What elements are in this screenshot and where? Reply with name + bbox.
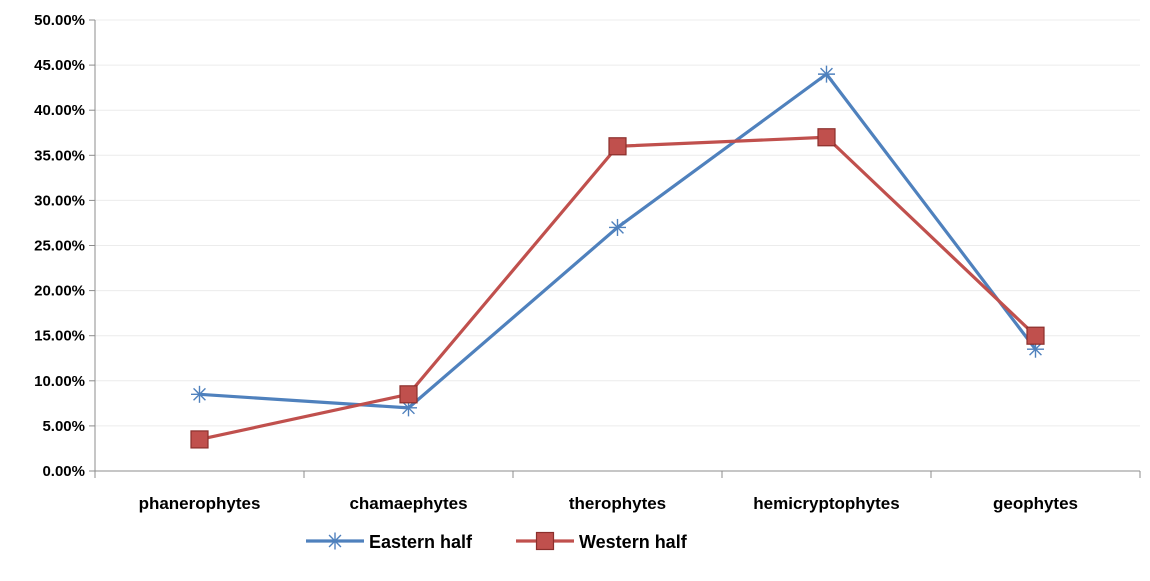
x-tick-label: chamaephytes bbox=[349, 494, 467, 513]
data-point bbox=[399, 385, 418, 404]
data-point bbox=[609, 218, 626, 236]
series-layer bbox=[190, 65, 1045, 449]
gridlines bbox=[95, 19, 1140, 427]
y-tick-label: 30.00% bbox=[34, 192, 85, 209]
legend-marker bbox=[535, 531, 555, 551]
y-tick-label: 20.00% bbox=[34, 283, 85, 300]
y-tick-label: 35.00% bbox=[34, 147, 85, 164]
y-tick-label: 10.00% bbox=[34, 373, 85, 390]
series-eastern-half bbox=[191, 65, 1044, 417]
legend-item: Eastern half bbox=[306, 532, 473, 552]
axes: 0.00% 5.00% 10.00% 15.00% 20.00% 25.00% 30.00%… bbox=[34, 12, 1141, 513]
data-point bbox=[817, 128, 836, 147]
series-line bbox=[199, 72, 1037, 410]
data-point bbox=[400, 399, 417, 417]
y-tick-label: 0.00% bbox=[42, 463, 85, 480]
x-tick-label: therophytes bbox=[569, 494, 666, 513]
data-point bbox=[818, 65, 835, 83]
x-tick-label: hemicryptophytes bbox=[753, 494, 899, 513]
data-point bbox=[191, 385, 208, 403]
y-tick-label: 25.00% bbox=[34, 238, 85, 255]
y-tick-label: 15.00% bbox=[34, 328, 85, 345]
x-tick-label: geophytes bbox=[993, 494, 1078, 513]
x-tick-label: phanerophytes bbox=[139, 494, 261, 513]
y-tick-label: 45.00% bbox=[34, 57, 85, 74]
legend-label: Western half bbox=[579, 532, 688, 552]
legend: Eastern half Western half bbox=[306, 531, 688, 552]
data-point bbox=[190, 430, 209, 449]
legend-label: Eastern half bbox=[369, 532, 473, 552]
legend-marker bbox=[326, 532, 344, 550]
legend-item: Western half bbox=[516, 531, 688, 552]
data-point bbox=[608, 137, 627, 156]
data-point bbox=[1026, 326, 1045, 345]
y-tick-label: 40.00% bbox=[34, 102, 85, 119]
y-tick-label: 50.00% bbox=[34, 12, 85, 29]
series-western-half bbox=[190, 128, 1045, 449]
y-tick-label: 5.00% bbox=[42, 418, 85, 435]
